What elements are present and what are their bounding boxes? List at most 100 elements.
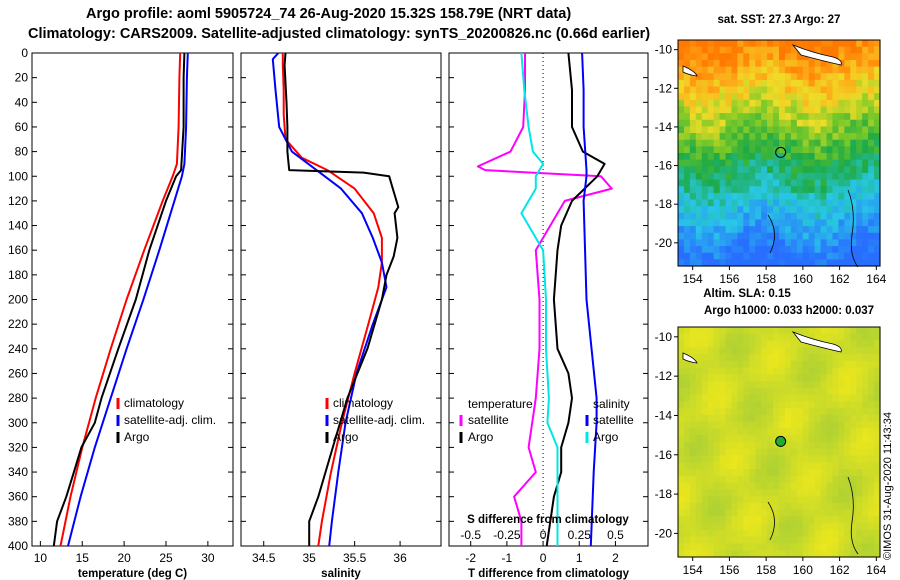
map-cell [761,374,768,382]
map-cell [695,199,703,207]
map-cell [790,489,798,497]
map-cell [725,529,733,538]
map-cell [707,40,715,48]
map-cell [844,246,851,254]
map-cell [808,408,816,416]
map-cell [737,40,744,48]
map-cell [773,106,780,114]
map-cell [784,59,792,68]
map-cell [713,333,721,342]
map-cell [796,59,804,68]
map-cell [773,333,780,342]
map-cell [767,408,774,416]
map-cell [755,347,762,355]
map-cell [814,66,822,74]
lon-tick-label: 156 [719,563,739,577]
map-cell [719,360,727,369]
map-cell [737,159,744,167]
map-cell [683,414,691,423]
map-cell [689,252,697,260]
map-cell [862,327,869,335]
map-cell [844,374,851,382]
map-cell [689,219,697,227]
map-cell [820,381,828,389]
map-cell [796,502,804,511]
map-cell [808,421,816,430]
map-cell [790,259,798,267]
map-cell [862,79,869,88]
map-cell [713,133,721,141]
map-cell [868,428,875,436]
map-cell [707,73,715,81]
map-cell [820,428,828,436]
map-cell [832,93,840,101]
depth-tick-label: 200 [8,293,28,307]
map-cell [701,496,709,504]
map-cell [820,212,828,221]
map-cell [713,387,721,396]
map-cell [678,212,685,221]
map-cell [790,153,798,161]
map-cell [808,126,816,134]
map-cell [784,259,792,267]
map-cell [773,475,780,484]
map-cell [689,469,697,477]
map-cell [820,516,828,524]
map-cell [814,119,822,128]
map-cell [874,40,881,48]
map-cell [820,442,828,450]
map-cell [796,496,804,504]
map-cell [820,199,828,207]
map-cell [725,106,733,114]
map-cell [862,53,869,61]
map-cell [773,340,780,348]
map-cell [719,259,727,267]
map-cell [808,333,816,342]
map-cell [737,327,744,335]
map-cell [749,53,756,61]
map-cell [850,401,857,409]
map-cell [790,414,798,423]
map-cell [779,455,786,463]
map-cell [731,421,739,430]
map-cell [856,421,863,430]
map-cell [779,206,786,214]
map-cell [755,66,762,74]
map-cell [773,469,780,477]
map-cell [802,502,810,511]
map-cell [749,401,756,409]
map-cell [695,93,703,101]
map-cell [719,455,727,463]
map-cell [856,354,863,362]
map-cell [713,166,721,174]
secondary-tick-label: 0 [540,528,547,542]
map-cell [767,489,774,497]
map-cell [784,126,792,134]
map-cell [808,394,816,403]
map-cell [678,421,685,430]
map-cell [808,46,816,54]
map-cell [701,340,709,348]
map-cell [784,340,792,348]
map-cell [725,428,733,436]
map-cell [814,159,822,167]
map-cell [868,360,875,369]
map-cell [826,469,834,477]
map-cell [868,550,875,558]
map-cell [725,259,733,267]
map-cell [749,232,756,241]
map-cell [725,496,733,504]
map-cell [749,327,756,335]
map-cell [695,40,703,48]
map-cell [695,239,703,247]
map-cell [767,232,774,241]
lat-tick-label: -18 [655,487,673,501]
map-cell [707,340,715,348]
map-cell [820,252,828,260]
map-cell [856,126,863,134]
map-cell [755,469,762,477]
map-cell [874,79,881,88]
map-cell [749,550,756,558]
map-frame [677,39,881,267]
map-cell [838,146,845,154]
